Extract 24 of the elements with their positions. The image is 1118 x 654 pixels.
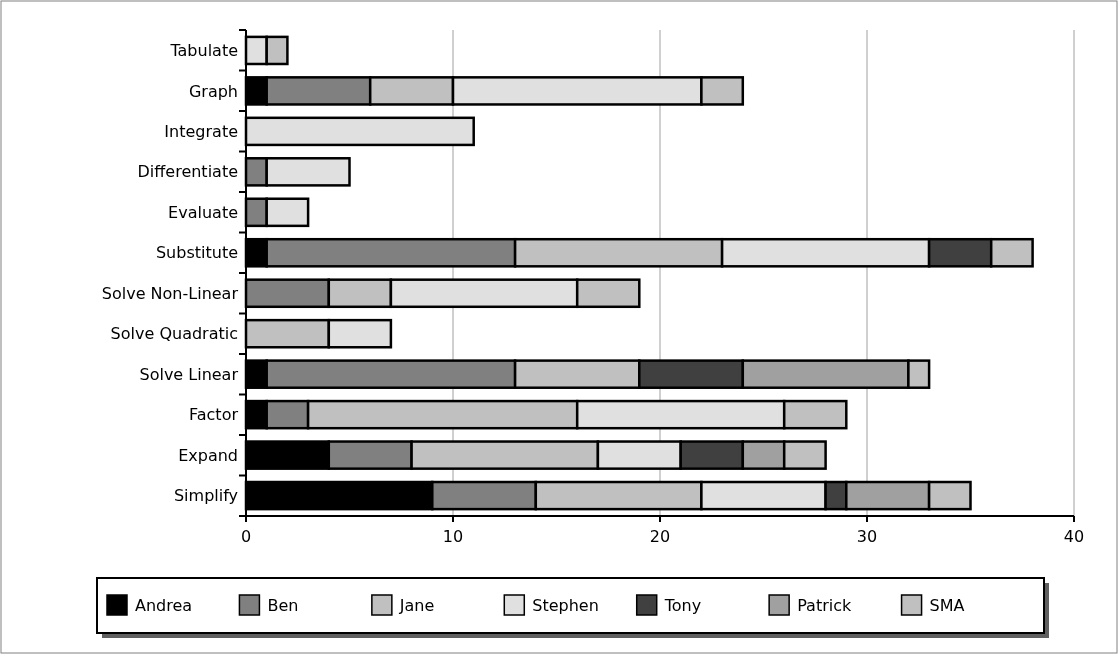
legend-label: Ben (267, 596, 299, 615)
y-tick-label: Factor (189, 405, 239, 425)
legend-label: Stephen (532, 596, 599, 615)
y-tick-label: Graph (188, 81, 238, 101)
legend-label: Patrick (797, 596, 852, 615)
y-tick-label: Solve Linear (139, 364, 239, 384)
legend-label: Jane (398, 596, 435, 615)
y-tick-label: Evaluate (168, 202, 238, 222)
y-tick-label: Solve Quadratic (110, 324, 238, 344)
legend-label: SMA (929, 596, 965, 615)
x-tick-label: 30 (856, 527, 878, 546)
legend-label: Andrea (135, 596, 193, 615)
y-tick-label: Solve Non-Linear (101, 283, 239, 303)
x-tick-label: 40 (1063, 527, 1085, 546)
y-tick-label: Expand (178, 445, 238, 465)
y-tick-label: Simplify (173, 486, 238, 506)
y-tick-label: Integrate (164, 121, 238, 141)
x-tick-label: 10 (442, 527, 464, 546)
legend-label: Tony (663, 596, 702, 615)
y-tick-label: Tabulate (169, 41, 238, 61)
y-tick-label: Differentiate (137, 162, 238, 182)
x-tick-label: 0 (240, 527, 252, 546)
x-tick-label: 20 (649, 527, 671, 546)
y-tick-label: Substitute (155, 243, 238, 263)
